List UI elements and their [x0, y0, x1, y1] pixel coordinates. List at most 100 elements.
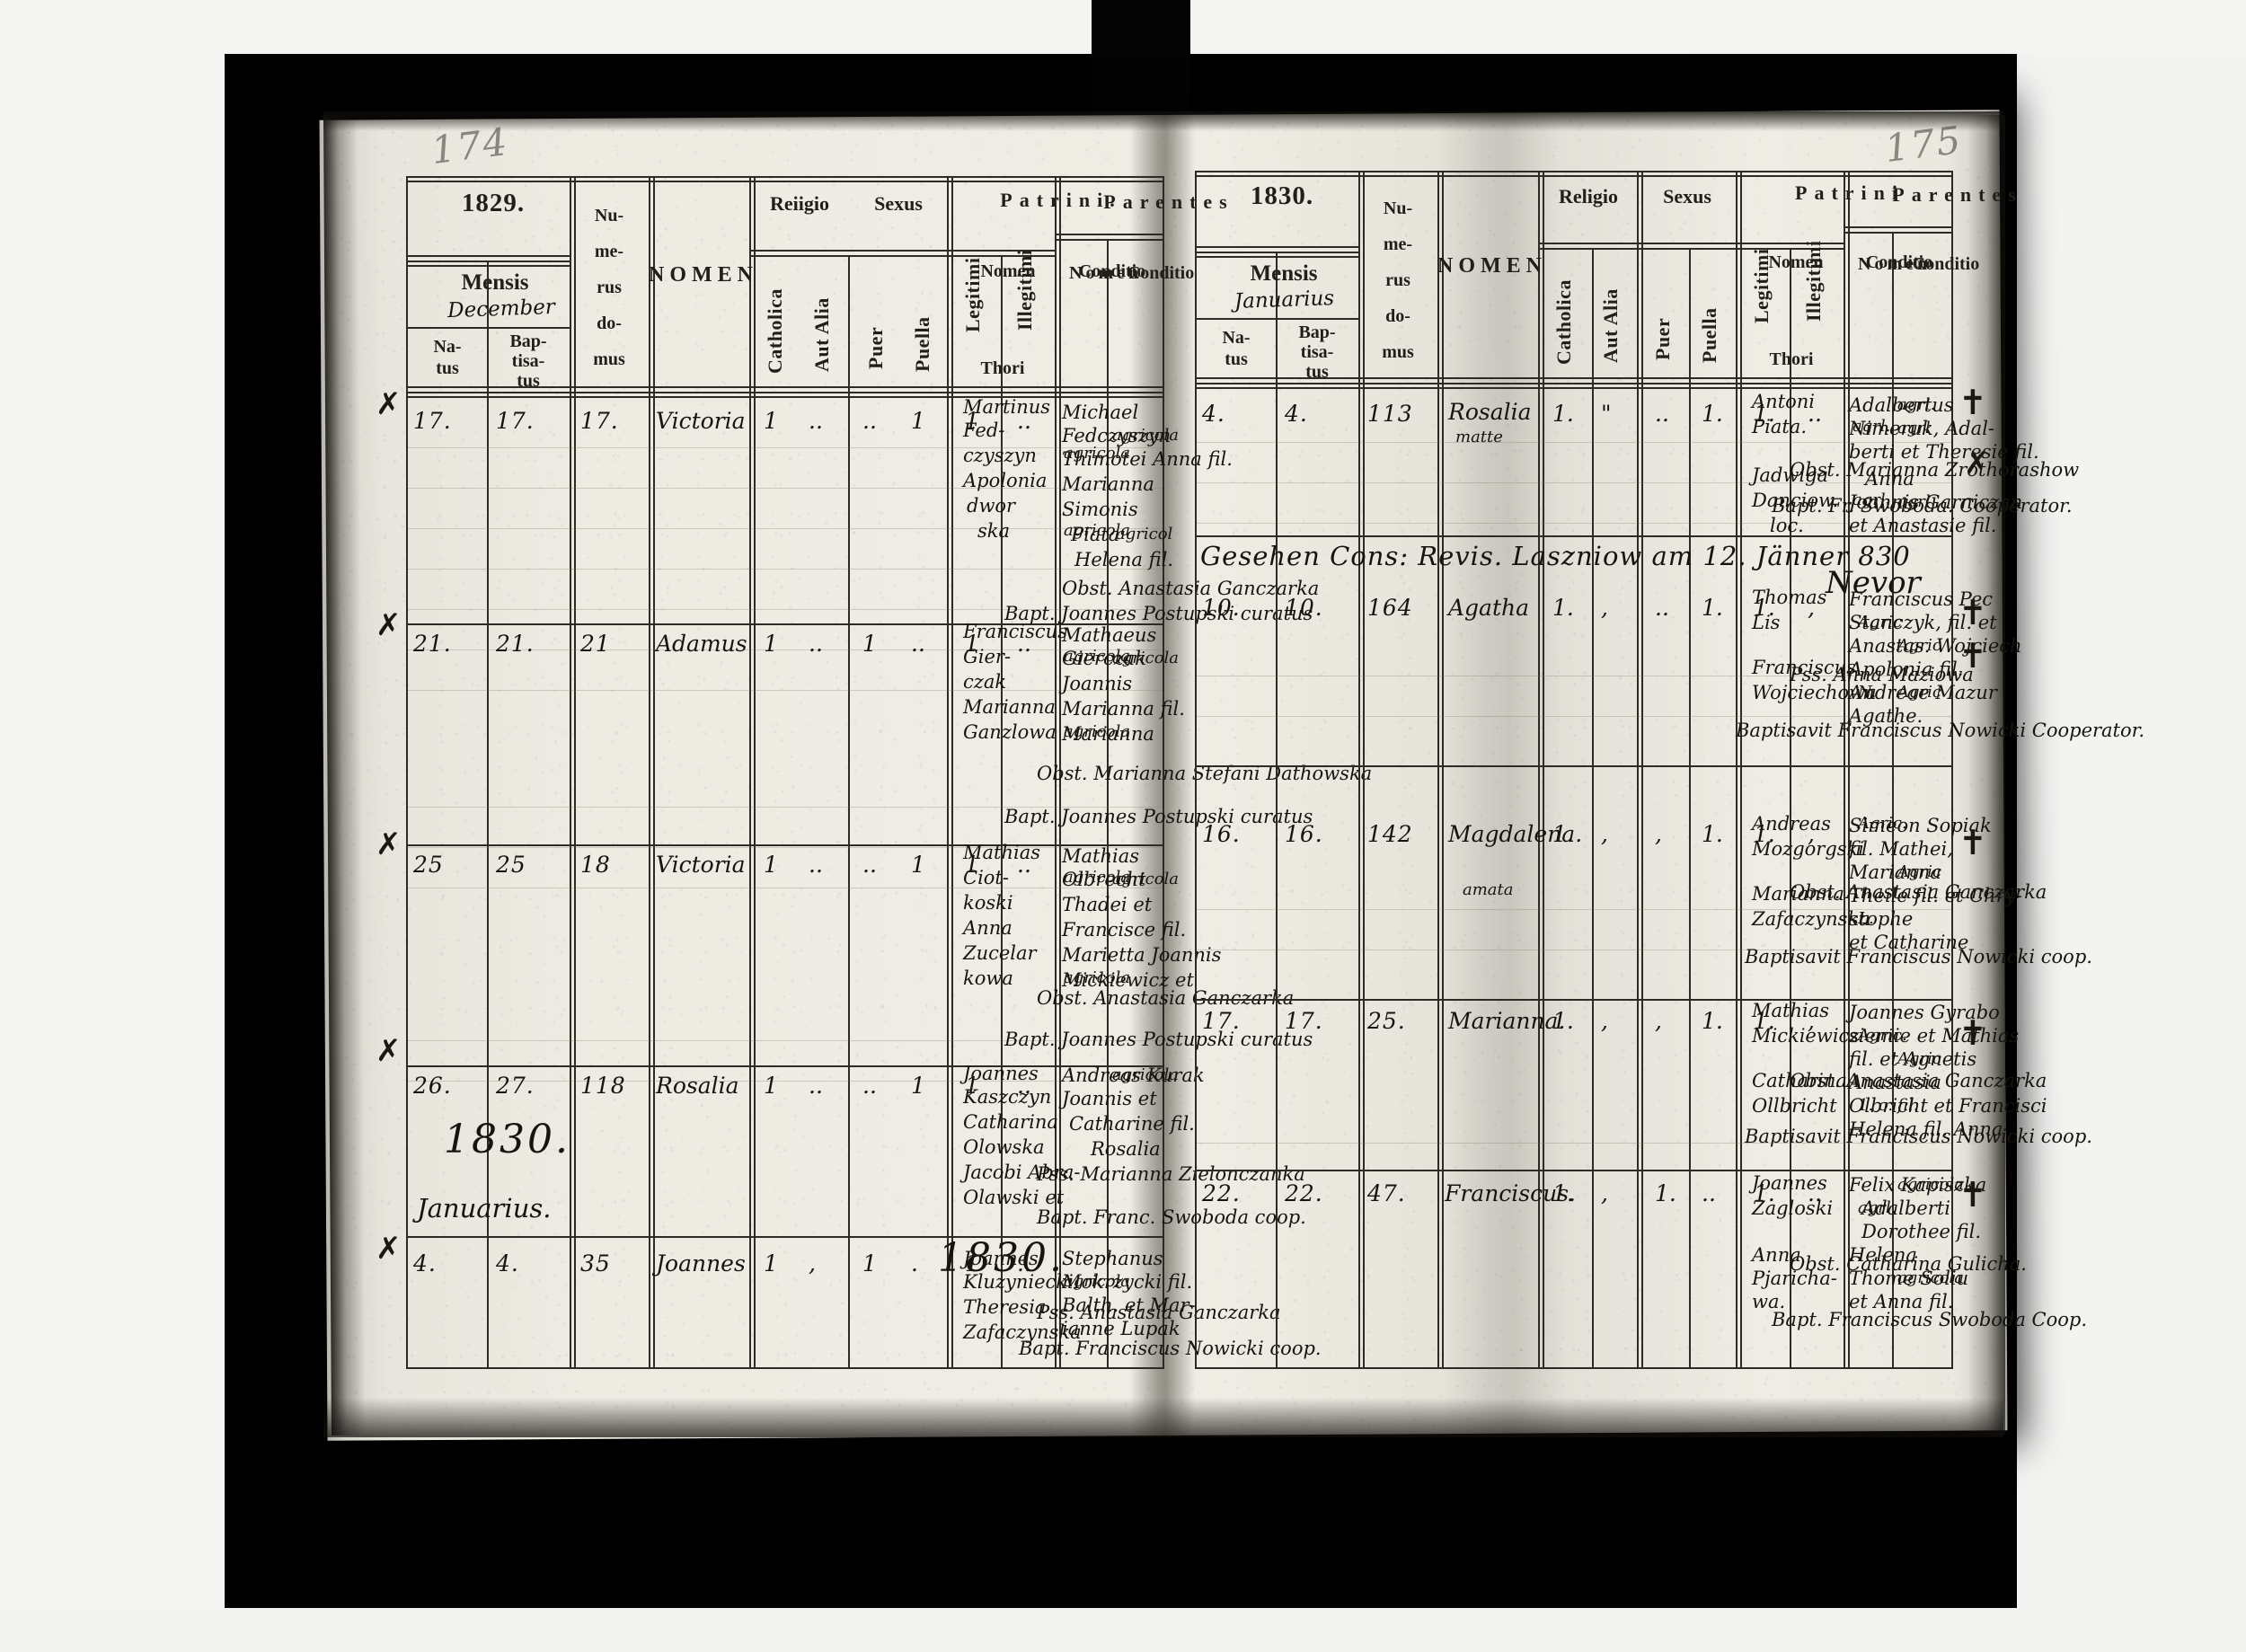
godparent-conditio: 1. o.: [1858, 1096, 1894, 1115]
baptizer-note: Baptisavit Franciscus Nowicki Cooperator…: [1736, 720, 2145, 741]
row-mark-legitimi: 1.: [1754, 1180, 1775, 1206]
rule: [1844, 172, 1850, 1367]
godparent-name: Catharina: [963, 1111, 1058, 1133]
godparent-name: ska: [977, 520, 1011, 542]
row-mark-autalia: ..: [809, 408, 823, 434]
left-natus-header-l2: tus: [436, 358, 459, 378]
midwife-note: Obst. Anastasia Ganczarka: [1790, 881, 2047, 903]
baptizer-note: Baptisavit Franciscus Nowicki coop.: [1745, 946, 2092, 967]
left-numerus-header-l3: rus: [597, 278, 622, 297]
row-mark-autalia: ..: [809, 852, 823, 878]
row-separator: [408, 623, 1163, 625]
row-mark-puer: ..: [1655, 401, 1669, 427]
row-mark-illegitimi: ..: [1017, 631, 1031, 657]
godparent-name: Ciot-: [963, 867, 1009, 888]
parent-conditio: Agric: [1897, 862, 1941, 881]
margin-dagger-icon: ✝: [1959, 383, 1987, 422]
rule: [408, 386, 1163, 388]
row-mark-puer: ..: [862, 408, 877, 434]
godparent-name: Franciscus: [1752, 657, 1856, 678]
rule: [1437, 172, 1444, 1367]
page-edge-right: [1967, 115, 2005, 1436]
rule: [487, 261, 489, 1367]
row-mark-puer: 1.: [1655, 1180, 1676, 1206]
godparent-name: Mathias: [963, 842, 1040, 863]
row-mark-puer: ..: [1655, 595, 1669, 621]
godparent-name: Kluzyniecki.: [963, 1271, 1080, 1293]
right-catholica-header: Catholica: [1552, 279, 1575, 366]
row-mark-catholica: 1: [764, 1073, 778, 1099]
left-baptisatus-header-l1: Bap-: [509, 331, 547, 351]
godparent-name: Jadwiga: [1752, 464, 1829, 486]
rule: [408, 488, 1163, 489]
godparent-name: Catharina: [1752, 1070, 1847, 1091]
godparent-name: Marianna: [963, 696, 1056, 718]
month-break-annotation: Januarius.: [417, 1193, 552, 1224]
row-mark-puella: 1: [911, 1073, 925, 1099]
row-natus: 17.: [1202, 1008, 1241, 1034]
godparent-conditio: agricola: [1064, 444, 1131, 463]
rule: [1055, 178, 1061, 1367]
rule: [1197, 523, 1951, 524]
parent-name-line: siemie et Mathias: [1849, 1025, 2020, 1047]
row-nomen: Joannes: [656, 1250, 746, 1277]
godparent-name: Zafaczynska: [1752, 908, 1870, 930]
rule: [1197, 909, 1951, 910]
row-nomen: Rosalia: [656, 1073, 739, 1099]
parent-name-line: Anastas. Wojciech: [1849, 635, 2022, 657]
baptizer-note: Bapt. Joannes Postupski curatus: [1004, 1029, 1313, 1050]
godparent-conditio: agricola: [1064, 868, 1131, 887]
rule: [1197, 252, 1358, 258]
godparent-name: Fed-: [963, 420, 1005, 441]
right-natus-header-l1: Na-: [1222, 328, 1251, 348]
rule: [947, 178, 953, 1367]
row-mark-catholica: 1.: [1552, 821, 1574, 847]
left-patrini-block: Patrini. Nomen Conditio Martinus Fed- cz…: [958, 176, 1164, 1365]
baptizer-note: Bapt. Joannes Postupski curatus: [1004, 806, 1313, 827]
folio-number-left: 174: [429, 119, 511, 173]
godparent-name: Ollbricht: [1752, 1095, 1837, 1117]
baptizer-note: Bapt. Fr. Swoboda. Cooperator.: [1772, 495, 2073, 517]
row-baptisatus: 17.: [1285, 1008, 1323, 1034]
margin-dagger-icon: ✝: [1959, 1175, 1987, 1215]
godparent-name: Lis: [1752, 612, 1781, 633]
row-domus: 142: [1367, 821, 1413, 847]
godparent-name: Joannes: [963, 1248, 1039, 1269]
godparent-name: Marianna: [1752, 883, 1844, 905]
parent-conditio: agricola: [1112, 1065, 1180, 1084]
godparent-name: kowa: [963, 967, 1013, 989]
rule: [1276, 252, 1278, 1367]
right-numerus-header-l5: mus: [1382, 342, 1414, 362]
margin-dagger-icon: ✝: [1959, 823, 1987, 862]
row-domus: 164: [1367, 595, 1413, 621]
row-natus: 4.: [413, 1250, 437, 1277]
parent-name-line: berti et Theresie fil.: [1849, 441, 2039, 463]
rule: [1055, 239, 1163, 241]
row-mark-legitimi: 1.: [1754, 595, 1775, 621]
row-mark-puella: 1.: [1702, 1008, 1723, 1034]
row-mark-catholica: 1.: [1552, 1008, 1574, 1034]
row-mark-catholica: 1: [764, 631, 778, 657]
godparent-name: wa.: [1752, 1291, 1786, 1312]
row-baptisatus: 25: [496, 852, 526, 878]
row-mark-catholica: 1.: [1552, 401, 1574, 427]
row-domus: 18: [580, 852, 611, 878]
midwife-note: Obst. Anastasia Ganczarka: [1790, 1070, 2047, 1091]
parent-name-line: Adalbertus: [1849, 394, 1954, 416]
rule: [848, 255, 850, 1367]
godparent-name: Gier-: [963, 646, 1012, 667]
row-domus: 35: [580, 1250, 611, 1277]
parent-conditio: agricola: [1112, 426, 1180, 445]
row-natus: 10.: [1202, 595, 1241, 621]
right-year-header: 1830.: [1250, 181, 1314, 210]
row-baptisatus: 16.: [1285, 821, 1323, 847]
parent-name-line: Felix Kapiszka: [1849, 1174, 1987, 1196]
parent-name-line: fil. Mathei,: [1849, 838, 1953, 860]
rule: [408, 176, 1163, 182]
parent-name-line: Helena: [1849, 1244, 1917, 1266]
rule: [1736, 243, 1844, 244]
margin-cross-icon: ✗: [376, 826, 402, 862]
parent-name-line: et Catharine: [1849, 932, 1969, 953]
left-numerus-header-l1: Nu-: [594, 206, 624, 225]
parent-conditio: Agric: [1897, 636, 1941, 655]
